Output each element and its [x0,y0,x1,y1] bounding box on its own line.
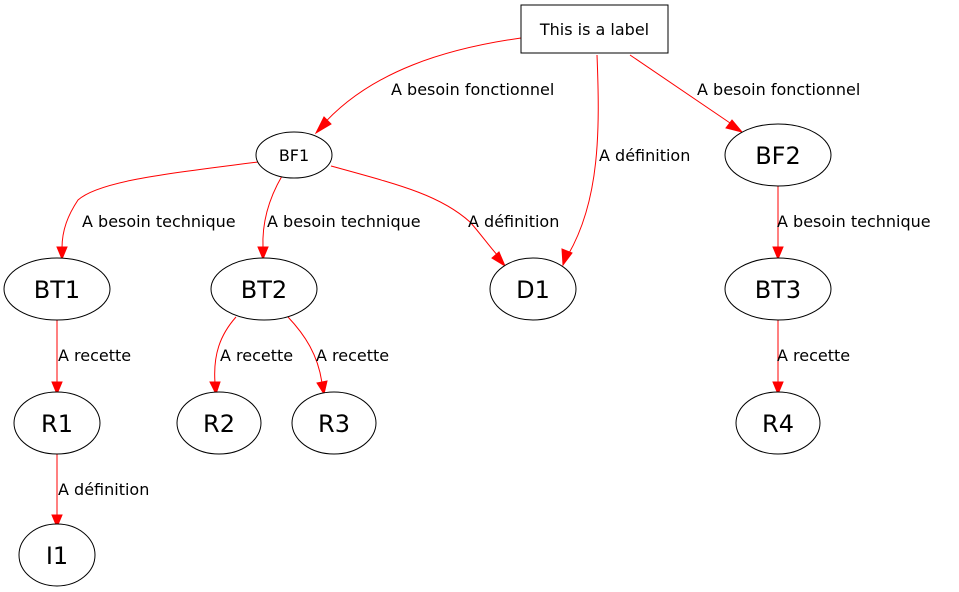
node-bt3-text: BT3 [755,276,801,304]
node-i1: I1 [18,523,96,587]
edge-bt3-to-r4: A recette [772,320,850,396]
node-r1-text: R1 [41,410,73,438]
edge-label-to-bf1: A besoin fonctionnel [314,37,554,135]
edge-bf2-to-bt3: A besoin technique [772,186,931,261]
node-r2: R2 [176,391,262,455]
node-d1-text: D1 [516,276,550,304]
edge-label-text: A recette [777,346,850,365]
edge-label-text: A recette [58,346,131,365]
edge-label-text: A recette [220,346,293,365]
node-r2-text: R2 [203,410,235,438]
node-i1-text: I1 [46,542,68,570]
edge-label-to-bf2: A besoin fonctionnel [629,54,860,133]
node-bt3: BT3 [724,257,832,321]
node-bt1-text: BT1 [34,276,80,304]
node-label: This is a label [520,4,669,54]
node-r4-text: R4 [762,410,794,438]
edge-label-text: A besoin fonctionnel [697,80,860,99]
node-bf1: BF1 [255,131,333,179]
node-bt1: BT1 [3,257,111,321]
edge-bt1-to-r1: A recette [51,320,131,396]
edge-label-text: A recette [316,346,389,365]
node-bf2-text: BF2 [755,142,801,170]
node-r1: R1 [13,391,101,455]
edge-bf1-to-d1: A définition [330,165,559,268]
node-label-text: This is a label [539,20,649,39]
edge-bf1-to-bt2: A besoin technique [257,175,421,261]
node-r4: R4 [735,391,821,455]
edge-label-to-d1: A définition [561,54,690,267]
edge-label-text: A besoin fonctionnel [391,80,554,99]
edge-label-text: A définition [468,212,559,231]
node-bt2: BT2 [210,257,318,321]
edge-r1-to-i1: A définition [51,454,149,529]
node-r3: R3 [291,391,377,455]
node-bf1-text: BF1 [279,146,309,165]
node-bf2: BF2 [724,123,832,187]
edge-label-text: A besoin technique [777,212,931,231]
edge-bt2-to-r2: A recette [209,316,293,396]
edge-bt2-to-r3: A recette [287,316,389,396]
edge-label-text: A besoin technique [82,212,236,231]
edge-bf1-to-bt1: A besoin technique [56,161,259,261]
node-r3-text: R3 [318,410,350,438]
edge-label-text: A définition [599,146,690,165]
node-d1: D1 [489,257,577,321]
edge-label-text: A définition [58,480,149,499]
node-bt2-text: BT2 [241,276,287,304]
edge-label-text: A besoin technique [267,212,421,231]
